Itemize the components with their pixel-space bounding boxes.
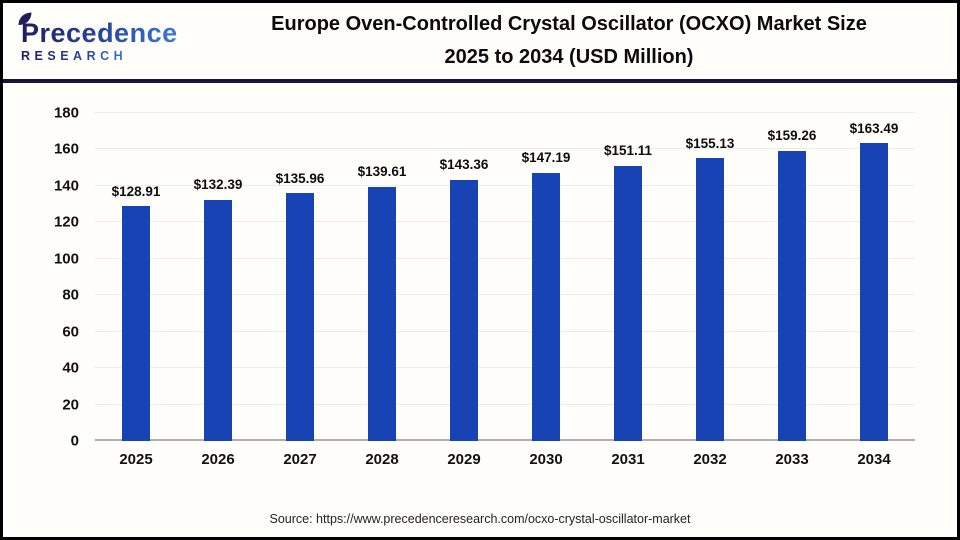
gridline-160 <box>95 148 915 150</box>
bar-value-label-2025: $128.91 <box>111 183 161 199</box>
bar-group-2033: $159.26 <box>751 113 833 441</box>
leaf-icon <box>18 12 32 25</box>
chart-region: 0 20 40 60 80 100 120 140 160 180 $128.91 $132.39 $… <box>3 83 957 537</box>
bar-group-2025: $128.91 <box>95 113 177 441</box>
bar-2034 <box>860 143 888 441</box>
bar-2029 <box>450 179 478 441</box>
bar-group-2029: $143.36 <box>423 113 505 441</box>
bar-value-label-2030: $147.19 <box>521 150 571 166</box>
x-tick-label-2032: 2032 <box>693 451 727 468</box>
x-tick-label-2025: 2025 <box>119 451 153 468</box>
y-tick-label-60: 60 <box>62 323 79 341</box>
bar-2030 <box>532 172 560 441</box>
bars-row: $128.91 $132.39 $135.96 $139.61 $143.36 $147.… <box>95 113 915 441</box>
chart-title: Europe Oven-Controlled Crystal Oscillato… <box>201 8 937 74</box>
bar-value-label-2026: $132.39 <box>193 177 243 193</box>
bar-group-2032: $155.13 <box>669 113 751 441</box>
x-tick-label-2029: 2029 <box>447 451 481 468</box>
bar-2027 <box>286 193 314 441</box>
bar-value-label-2032: $155.13 <box>685 135 735 151</box>
x-tick-label-2028: 2028 <box>365 451 399 468</box>
y-axis-labels: 0 20 40 60 80 100 120 140 160 180 <box>23 106 79 449</box>
gridline-180 <box>95 112 915 113</box>
gridline-120 <box>95 221 915 223</box>
precedence-research-logo: Precedence RESEARCH <box>18 12 201 63</box>
y-tick-label-140: 140 <box>53 177 79 195</box>
y-tick-label-0: 0 <box>70 432 79 450</box>
x-axis-line <box>95 439 915 441</box>
y-tick-label-100: 100 <box>53 250 79 268</box>
x-tick-label-2030: 2030 <box>529 451 563 468</box>
chart-title-line2: 2025 to 2034 (USD Million) <box>444 46 694 68</box>
bar-value-label-2033: $159.26 <box>767 128 817 144</box>
bar-value-label-2029: $143.36 <box>439 157 489 173</box>
y-tick-label-20: 20 <box>62 396 79 414</box>
x-tick-label-2033: 2033 <box>775 451 809 468</box>
chart-title-line1: Europe Oven-Controlled Crystal Oscillato… <box>271 13 867 35</box>
header: Precedence RESEARCH Europe Oven-Controll… <box>3 3 957 83</box>
gridline-80 <box>95 294 915 296</box>
x-tick-label-2026: 2026 <box>201 451 235 468</box>
gridline-40 <box>95 367 915 369</box>
bar-group-2031: $151.11 <box>587 113 669 441</box>
logo-brand-text: Precedence <box>21 17 178 48</box>
y-tick-label-40: 40 <box>62 359 79 377</box>
chart-area: 0 20 40 60 80 100 120 140 160 180 $128.91 $132.39 $… <box>23 106 915 449</box>
logo-sub-text: RESEARCH <box>21 48 128 63</box>
bar-2033 <box>778 150 806 441</box>
plot-area: $128.91 $132.39 $135.96 $139.61 $143.36 $147.… <box>95 112 915 441</box>
y-tick-label-80: 80 <box>62 286 79 304</box>
gridline-20 <box>95 403 915 405</box>
bar-2032 <box>696 158 724 441</box>
bar-2025 <box>122 206 150 441</box>
bar-2028 <box>368 186 396 441</box>
y-tick-label-120: 120 <box>53 213 79 231</box>
bar-2031 <box>614 165 642 441</box>
bar-group-2027: $135.96 <box>259 113 341 441</box>
bar-value-label-2027: $135.96 <box>275 170 325 186</box>
source-text: Source: https://www.precedenceresearch.c… <box>269 512 691 526</box>
x-tick-label-2027: 2027 <box>283 451 317 468</box>
x-axis-labels: 2025 2026 2027 2028 2029 2030 2031 2032 2033 2034 <box>95 451 915 468</box>
y-tick-label-180: 180 <box>53 104 79 122</box>
bar-value-label-2034: $163.49 <box>849 120 899 136</box>
gridline-100 <box>95 257 915 259</box>
gridline-60 <box>95 330 915 332</box>
bar-2026 <box>204 199 232 441</box>
bar-group-2026: $132.39 <box>177 113 259 441</box>
x-tick-label-2034: 2034 <box>857 451 891 468</box>
bar-group-2030: $147.19 <box>505 113 587 441</box>
gridline-140 <box>95 184 915 186</box>
bar-group-2028: $139.61 <box>341 113 423 441</box>
x-tick-label-2031: 2031 <box>611 451 645 468</box>
bar-group-2034: $163.49 <box>833 113 915 441</box>
y-tick-label-160: 160 <box>53 140 79 158</box>
bar-value-label-2028: $139.61 <box>357 164 407 180</box>
bar-value-label-2031: $151.11 <box>603 143 653 159</box>
